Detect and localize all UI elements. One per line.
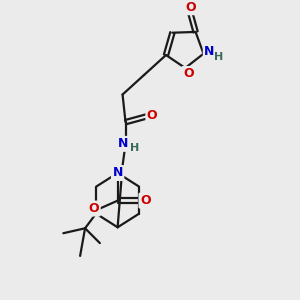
Text: N: N [117, 137, 128, 150]
Text: O: O [147, 109, 158, 122]
Text: N: N [112, 167, 123, 179]
Text: N: N [204, 45, 214, 58]
Text: H: H [130, 143, 139, 153]
Text: O: O [183, 68, 194, 80]
Text: O: O [185, 1, 196, 14]
Text: O: O [88, 202, 99, 215]
Text: H: H [214, 52, 223, 62]
Text: O: O [140, 194, 151, 207]
